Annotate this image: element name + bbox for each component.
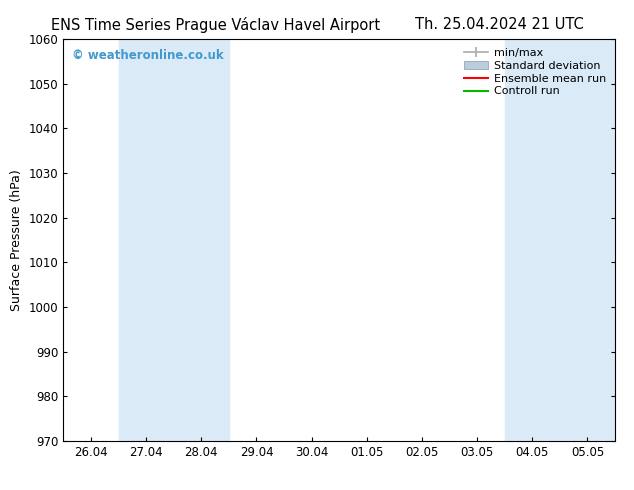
Bar xyxy=(119,39,229,441)
Text: Th. 25.04.2024 21 UTC: Th. 25.04.2024 21 UTC xyxy=(415,17,583,32)
Text: © weatheronline.co.uk: © weatheronline.co.uk xyxy=(72,49,223,62)
Legend: min/max, Standard deviation, Ensemble mean run, Controll run: min/max, Standard deviation, Ensemble me… xyxy=(460,45,609,100)
Text: ENS Time Series Prague Václav Havel Airport: ENS Time Series Prague Václav Havel Airp… xyxy=(51,17,380,33)
Bar xyxy=(505,39,615,441)
Y-axis label: Surface Pressure (hPa): Surface Pressure (hPa) xyxy=(10,169,23,311)
Title: ENS Time Series Prague Václav Havel Airport    Th. 25.04.2024 21 UTC: ENS Time Series Prague Václav Havel Airp… xyxy=(0,489,1,490)
